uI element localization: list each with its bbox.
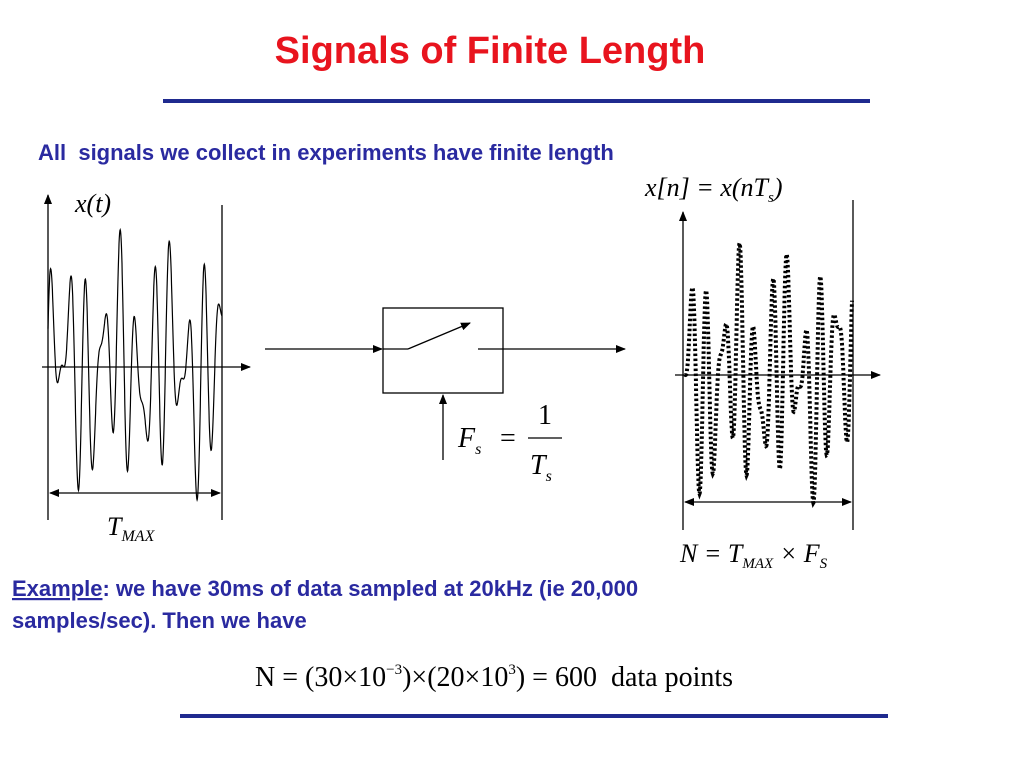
- sampled-signal: [683, 235, 854, 508]
- example-keyword: Example: [12, 576, 103, 601]
- equation: N = (30×10−3)×(20×103) = 600 data points: [255, 662, 733, 693]
- count-sub2: S: [820, 556, 828, 572]
- ts-base: T: [530, 450, 548, 481]
- analog-label: x(t): [74, 189, 111, 218]
- sampled-label: x[n] = x(nTs): [644, 173, 783, 206]
- count-label: N = TMAX × FS: [679, 539, 828, 572]
- analog-plot: [42, 194, 251, 520]
- example-line-2: samples/sec). Then we have: [12, 608, 307, 633]
- sampler: [265, 307, 626, 460]
- intro-text: All signals we collect in experiments ha…: [38, 140, 614, 165]
- fs-sub: s: [475, 441, 481, 458]
- slide-title: Signals of Finite Length: [275, 30, 706, 72]
- count-mid: × F: [773, 539, 821, 568]
- count-start: N = T: [679, 539, 744, 568]
- tmax-label: TMAX: [107, 512, 156, 545]
- switch: [407, 322, 471, 350]
- eq-sup2: 3: [508, 662, 516, 678]
- fs-numerator: 1: [538, 400, 552, 431]
- ts-sub: s: [546, 468, 552, 485]
- analog-signal: [47, 227, 223, 502]
- sampled-label-end: ): [772, 173, 783, 202]
- sampled-label-main: x[n] = x(nT: [644, 173, 770, 202]
- sampled-plot: [675, 200, 881, 530]
- eq-part2: )×(20×10: [402, 662, 508, 693]
- eq-part1: N = (30×10: [255, 662, 386, 693]
- sampler-box: [382, 307, 504, 394]
- example-text: : we have 30ms of data sampled at 20kHz …: [103, 576, 639, 601]
- eq-sup1: −3: [386, 662, 402, 678]
- example-line-1: Example: we have 30ms of data sampled at…: [12, 576, 638, 601]
- tmax-base: T: [107, 512, 123, 541]
- fs-base: F: [457, 423, 476, 454]
- tmax-sub: MAX: [120, 528, 155, 545]
- eq-part3: ) = 600 data points: [516, 662, 733, 693]
- fs-eq: =: [500, 423, 516, 454]
- fs-label: Fs =: [457, 423, 516, 458]
- count-sub1: MAX: [741, 556, 774, 572]
- sampled-label-sub: s: [768, 190, 774, 206]
- fs-denominator: Ts: [530, 450, 552, 485]
